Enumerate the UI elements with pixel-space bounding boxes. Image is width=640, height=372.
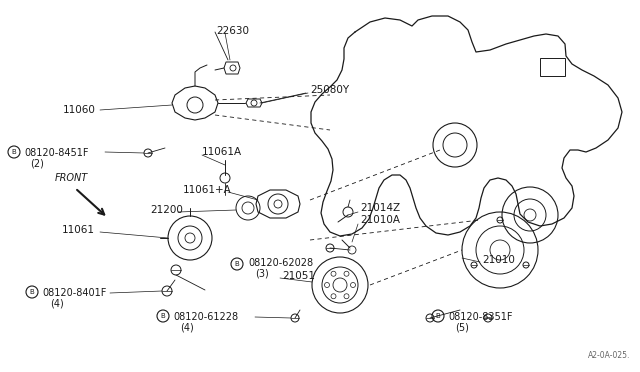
Text: 08120-8351F: 08120-8351F — [448, 312, 513, 322]
Text: (3): (3) — [255, 268, 269, 278]
Text: A2-0A-025.: A2-0A-025. — [588, 351, 630, 360]
Text: B: B — [235, 261, 239, 267]
Text: B: B — [161, 313, 165, 319]
Text: B: B — [12, 149, 17, 155]
Text: 11060: 11060 — [63, 105, 96, 115]
Text: B: B — [436, 313, 440, 319]
Text: 08120-62028: 08120-62028 — [248, 258, 313, 268]
Text: 21200: 21200 — [150, 205, 183, 215]
Text: 11061+A: 11061+A — [183, 185, 232, 195]
Text: B: B — [29, 289, 35, 295]
Text: 08120-8451F: 08120-8451F — [24, 148, 88, 158]
Bar — [540, 58, 565, 76]
Text: 11061: 11061 — [62, 225, 95, 235]
Text: (4): (4) — [180, 322, 194, 332]
Text: 21051: 21051 — [282, 271, 315, 281]
Text: (2): (2) — [30, 158, 44, 168]
Text: 08120-8401F: 08120-8401F — [42, 288, 106, 298]
Text: (5): (5) — [455, 322, 469, 332]
Text: 08120-61228: 08120-61228 — [173, 312, 238, 322]
Text: 21010A: 21010A — [360, 215, 400, 225]
Text: 21014Z: 21014Z — [360, 203, 400, 213]
Text: 21010: 21010 — [482, 255, 515, 265]
Text: 22630: 22630 — [216, 26, 249, 36]
Text: (4): (4) — [50, 298, 64, 308]
Text: FRONT: FRONT — [55, 173, 88, 183]
Text: 11061A: 11061A — [202, 147, 242, 157]
Text: 25080Y: 25080Y — [310, 85, 349, 95]
